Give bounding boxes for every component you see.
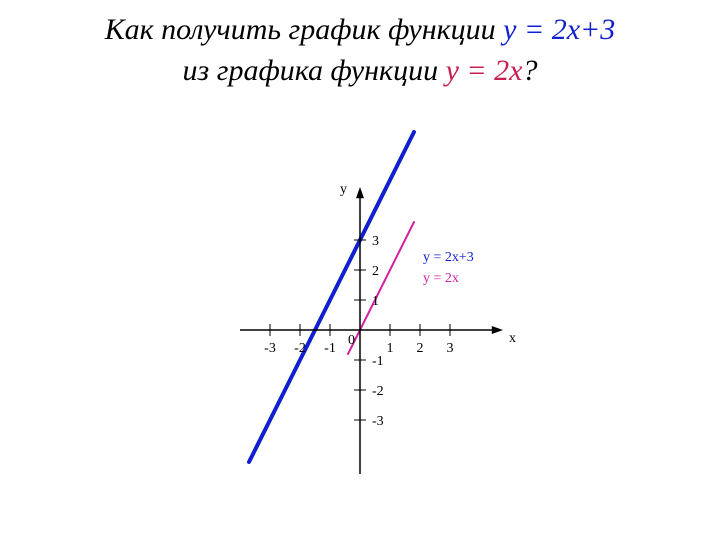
title-equation-2: у = 2х (446, 54, 523, 87)
plot-line-y_eq_2x_plus_3 (249, 132, 414, 462)
x-tick-label: 2 (417, 341, 424, 356)
y-tick-label: 2 (372, 264, 379, 279)
x-tick-label: 3 (447, 341, 454, 356)
y-tick-label: -3 (372, 414, 384, 429)
chart: xy0-3-2-1123321-1-2-3y = 2xy = 2x+3 (150, 130, 570, 530)
origin-label: 0 (348, 333, 355, 348)
x-axis-arrow-icon (492, 326, 503, 334)
x-axis-label: x (509, 331, 516, 346)
y-tick-label: -2 (372, 384, 384, 399)
page-title: Как получить график функции у = 2х+3 из … (0, 10, 720, 91)
line-label-y_eq_2x_plus_3: y = 2x+3 (423, 250, 474, 265)
y-tick-label: 3 (372, 234, 379, 249)
chart-svg: xy0-3-2-1123321-1-2-3y = 2xy = 2x+3 (150, 130, 570, 530)
x-tick-label: -1 (324, 341, 336, 356)
x-tick-label: -2 (294, 341, 306, 356)
title-text-2: из графика функции (183, 54, 446, 87)
title-text-1: Как получить график функции (105, 13, 503, 46)
x-tick-label: 1 (387, 341, 394, 356)
x-tick-label: -3 (264, 341, 276, 356)
y-tick-label: -1 (372, 354, 384, 369)
y-axis-arrow-icon (356, 187, 364, 198)
y-axis-label: y (340, 182, 347, 197)
line-label-y_eq_2x: y = 2x (423, 271, 459, 286)
title-suffix: ? (522, 54, 537, 87)
y-tick-label: 1 (372, 294, 379, 309)
title-equation-1: у = 2х+3 (503, 13, 615, 46)
